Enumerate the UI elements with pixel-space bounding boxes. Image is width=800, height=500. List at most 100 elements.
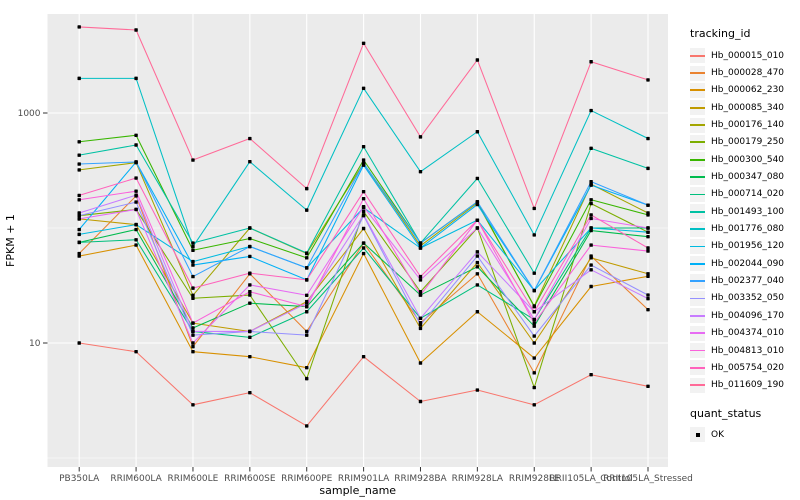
legend-key-icon <box>690 308 705 324</box>
data-point <box>532 233 536 237</box>
data-point <box>248 335 252 340</box>
data-point <box>134 243 138 247</box>
data-point <box>248 244 252 249</box>
legend-title-tracking-id: tracking_id <box>690 27 751 40</box>
data-point <box>589 146 593 151</box>
data-point <box>646 78 650 82</box>
data-point <box>532 321 536 325</box>
x-tick-label: RRIM600LE <box>168 474 219 484</box>
data-point <box>134 200 138 204</box>
data-point <box>361 86 366 90</box>
data-point <box>418 241 423 245</box>
data-point <box>77 198 81 202</box>
data-point <box>475 218 480 222</box>
legend-item-label: Hb_002377_040 <box>711 276 785 287</box>
legend-item-Hb_000300_540: Hb_000300_540 <box>690 151 798 168</box>
data-point <box>589 213 593 217</box>
data-point <box>361 226 366 231</box>
data-point <box>646 384 650 389</box>
y-tick-label: 1000 <box>18 109 41 119</box>
data-point <box>532 206 536 211</box>
data-point <box>475 200 480 204</box>
data-point <box>532 385 536 390</box>
data-point <box>134 176 138 180</box>
data-point <box>77 211 81 215</box>
data-point <box>134 133 138 137</box>
data-point <box>475 226 480 230</box>
data-point <box>248 236 252 241</box>
data-point <box>418 169 423 174</box>
data-point <box>646 203 650 207</box>
data-point <box>475 283 480 287</box>
data-point <box>418 361 423 365</box>
x-tick-label: RRIM928LE <box>509 474 560 484</box>
data-point <box>361 189 366 194</box>
data-point <box>191 248 195 252</box>
data-point <box>77 254 81 258</box>
data-point <box>191 333 195 337</box>
data-point <box>248 136 252 141</box>
data-point <box>475 388 480 392</box>
data-point <box>589 268 593 272</box>
legend-title-quant-status: quant_status <box>690 406 762 420</box>
data-point <box>305 329 309 334</box>
data-point <box>77 193 81 198</box>
data-point <box>475 310 480 314</box>
data-point <box>589 226 593 230</box>
data-point <box>418 293 423 297</box>
data-point <box>248 355 252 359</box>
data-point <box>418 274 423 279</box>
data-point <box>532 341 536 345</box>
legend-item-Hb_005754_020: Hb_005754_020 <box>690 359 798 376</box>
data-point <box>191 244 195 249</box>
data-point <box>646 272 650 276</box>
data-point <box>418 326 423 331</box>
legend-key-icon <box>690 290 705 306</box>
legend-item-label: Hb_001493_100 <box>711 206 785 217</box>
data-point <box>532 334 536 338</box>
data-point <box>475 130 480 134</box>
data-point <box>418 323 423 327</box>
legend-key-icon <box>690 204 705 220</box>
data-point <box>77 217 81 221</box>
data-point <box>305 293 309 297</box>
data-point <box>248 293 252 297</box>
data-point <box>134 193 138 197</box>
legend-item-Hb_002377_040: Hb_002377_040 <box>690 272 798 289</box>
data-point <box>361 355 366 359</box>
data-point <box>475 260 480 265</box>
data-point <box>646 274 650 279</box>
data-point <box>475 58 480 62</box>
legend-key-icon <box>690 377 705 393</box>
data-point <box>361 161 366 166</box>
data-point <box>589 201 593 206</box>
data-point <box>475 176 480 181</box>
data-point <box>589 284 593 289</box>
quant-legend-item: OK <box>690 426 798 443</box>
data-point <box>134 189 138 193</box>
legend-item-label: Hb_000062_230 <box>711 85 785 96</box>
data-point <box>646 235 650 239</box>
data-point <box>248 329 252 334</box>
legend-key-icon <box>690 82 705 98</box>
data-point <box>589 198 593 202</box>
legend-item-Hb_000062_230: Hb_000062_230 <box>690 82 798 99</box>
data-point <box>305 301 309 305</box>
x-tick-label: RRIM928BA <box>394 474 447 484</box>
data-point <box>248 290 252 294</box>
data-point <box>532 304 536 309</box>
data-point <box>191 274 195 279</box>
data-point <box>646 166 650 171</box>
data-point <box>475 254 480 258</box>
data-point <box>589 263 593 267</box>
data-point <box>305 251 309 255</box>
legend-key-icon <box>690 48 705 64</box>
data-point <box>134 238 138 242</box>
data-point <box>191 326 195 330</box>
data-point <box>589 256 593 260</box>
data-point <box>191 293 195 297</box>
legend-item-Hb_011609_190: Hb_011609_190 <box>690 377 798 394</box>
legend-item-Hb_004096_170: Hb_004096_170 <box>690 307 798 324</box>
